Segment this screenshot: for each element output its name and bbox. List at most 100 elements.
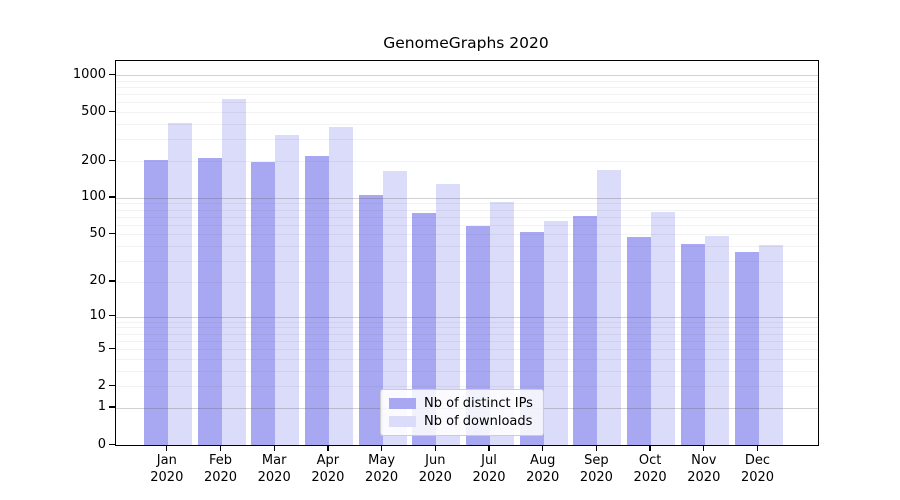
minor-gridline bbox=[116, 386, 818, 388]
x-tick-label: Feb 2020 bbox=[194, 452, 248, 486]
minor-gridline bbox=[116, 139, 818, 141]
minor-gridline bbox=[116, 161, 818, 163]
major-gridline bbox=[116, 75, 818, 77]
bar-downloads-nov bbox=[704, 235, 729, 445]
grid-layer bbox=[116, 61, 818, 445]
y-tick-label: 50 bbox=[89, 225, 106, 241]
minor-gridline bbox=[116, 349, 818, 351]
x-tick-label: Jun 2020 bbox=[408, 452, 462, 486]
minor-gridline bbox=[116, 216, 818, 218]
y-tick-label: 10 bbox=[89, 308, 106, 324]
minor-gridline bbox=[116, 102, 818, 104]
x-tick bbox=[703, 445, 705, 451]
minor-gridline bbox=[116, 94, 818, 96]
bar-distinct-ips-sep bbox=[573, 215, 598, 445]
bar-downloads-feb bbox=[221, 98, 246, 445]
major-gridline bbox=[116, 197, 818, 199]
x-tick bbox=[166, 445, 168, 451]
minor-gridline bbox=[116, 86, 818, 88]
y-tick-label: 1000 bbox=[72, 66, 106, 82]
bar-distinct-ips-jan bbox=[143, 159, 168, 445]
minor-gridline bbox=[116, 203, 818, 205]
x-tick bbox=[273, 445, 275, 451]
bar-distinct-ips-oct bbox=[627, 236, 652, 445]
major-gridline bbox=[116, 316, 818, 318]
y-tick-label: 1 bbox=[97, 399, 106, 415]
x-tick bbox=[327, 445, 329, 451]
minor-gridline bbox=[116, 209, 818, 211]
x-tick bbox=[595, 445, 598, 451]
y-tick-label: 2 bbox=[97, 377, 106, 393]
bar-downloads-apr bbox=[328, 126, 353, 445]
bar-downloads-jan bbox=[167, 123, 192, 445]
minor-gridline bbox=[116, 321, 818, 323]
minor-gridline bbox=[116, 370, 818, 372]
x-tick bbox=[380, 445, 383, 451]
x-tick-label: Jul 2020 bbox=[462, 452, 516, 486]
minor-gridline bbox=[116, 340, 818, 342]
y-tick bbox=[109, 110, 115, 112]
bar-distinct-ips-dec bbox=[734, 251, 759, 445]
x-tick-label: Oct 2020 bbox=[623, 452, 677, 486]
x-tick-year: 2020 bbox=[418, 470, 452, 485]
minor-gridline bbox=[116, 224, 818, 226]
bar-downloads-mar bbox=[275, 135, 300, 445]
x-tick-label: Mar 2020 bbox=[247, 452, 301, 486]
bar-downloads-aug bbox=[543, 221, 568, 445]
y-tick bbox=[109, 384, 115, 387]
legend-swatch-distinct-ips bbox=[389, 398, 416, 410]
legend-entry-distinct-ips: Nb of distinct IPs bbox=[389, 395, 535, 413]
y-tick bbox=[109, 315, 115, 317]
x-tick bbox=[219, 445, 222, 451]
bar-downloads-dec bbox=[758, 244, 783, 445]
x-tick-label: Aug 2020 bbox=[516, 452, 570, 486]
chart-title: GenomeGraphs 2020 bbox=[383, 34, 549, 52]
y-tick-label: 500 bbox=[81, 103, 106, 119]
x-tick-year: 2020 bbox=[579, 470, 613, 485]
minor-gridline bbox=[116, 358, 818, 360]
x-tick bbox=[488, 445, 490, 451]
minor-gridline bbox=[116, 261, 818, 263]
x-tick-year: 2020 bbox=[687, 470, 721, 485]
bar-distinct-ips-mar bbox=[251, 162, 276, 445]
x-tick-label: May 2020 bbox=[355, 452, 409, 486]
y-tick bbox=[109, 159, 115, 161]
y-tick bbox=[109, 196, 115, 198]
minor-gridline bbox=[116, 333, 818, 335]
minor-gridline bbox=[116, 112, 818, 114]
bar-distinct-ips-feb bbox=[197, 158, 222, 445]
y-tick bbox=[109, 232, 115, 235]
y-tick-label: 200 bbox=[81, 152, 106, 168]
minor-gridline bbox=[116, 327, 818, 329]
minor-gridline bbox=[116, 124, 818, 126]
x-tick-year: 2020 bbox=[526, 470, 560, 485]
x-tick-label: Apr 2020 bbox=[301, 452, 355, 486]
y-tick-label: 5 bbox=[97, 340, 106, 356]
x-tick bbox=[649, 445, 651, 451]
bar-distinct-ips-may bbox=[358, 195, 383, 445]
x-tick-label: Sep 2020 bbox=[569, 452, 623, 486]
y-tick-label: 0 bbox=[97, 436, 106, 452]
legend-entry-downloads: Nb of downloads bbox=[389, 413, 535, 431]
y-tick bbox=[109, 443, 115, 445]
bar-downloads-oct bbox=[651, 212, 676, 445]
y-tick-label: 20 bbox=[89, 273, 106, 289]
x-tick-label: Jan 2020 bbox=[140, 452, 194, 486]
legend-label-distinct-ips: Nb of distinct IPs bbox=[424, 396, 533, 412]
x-tick-label: Dec 2020 bbox=[731, 452, 785, 486]
x-tick-year: 2020 bbox=[257, 470, 291, 485]
minor-gridline bbox=[116, 246, 818, 248]
x-tick-year: 2020 bbox=[472, 470, 506, 485]
y-tick bbox=[109, 280, 115, 282]
minor-gridline bbox=[116, 80, 818, 82]
minor-gridline bbox=[116, 281, 818, 283]
bar-distinct-ips-apr bbox=[304, 155, 329, 445]
bar-distinct-ips-nov bbox=[680, 243, 705, 445]
y-tick bbox=[109, 406, 115, 408]
legend-swatch-downloads bbox=[389, 415, 416, 427]
x-tick-label: Nov 2020 bbox=[677, 452, 731, 486]
y-tick-label: 100 bbox=[81, 189, 106, 205]
minor-gridline bbox=[116, 234, 818, 236]
y-tick bbox=[109, 73, 115, 75]
x-tick bbox=[434, 445, 436, 451]
